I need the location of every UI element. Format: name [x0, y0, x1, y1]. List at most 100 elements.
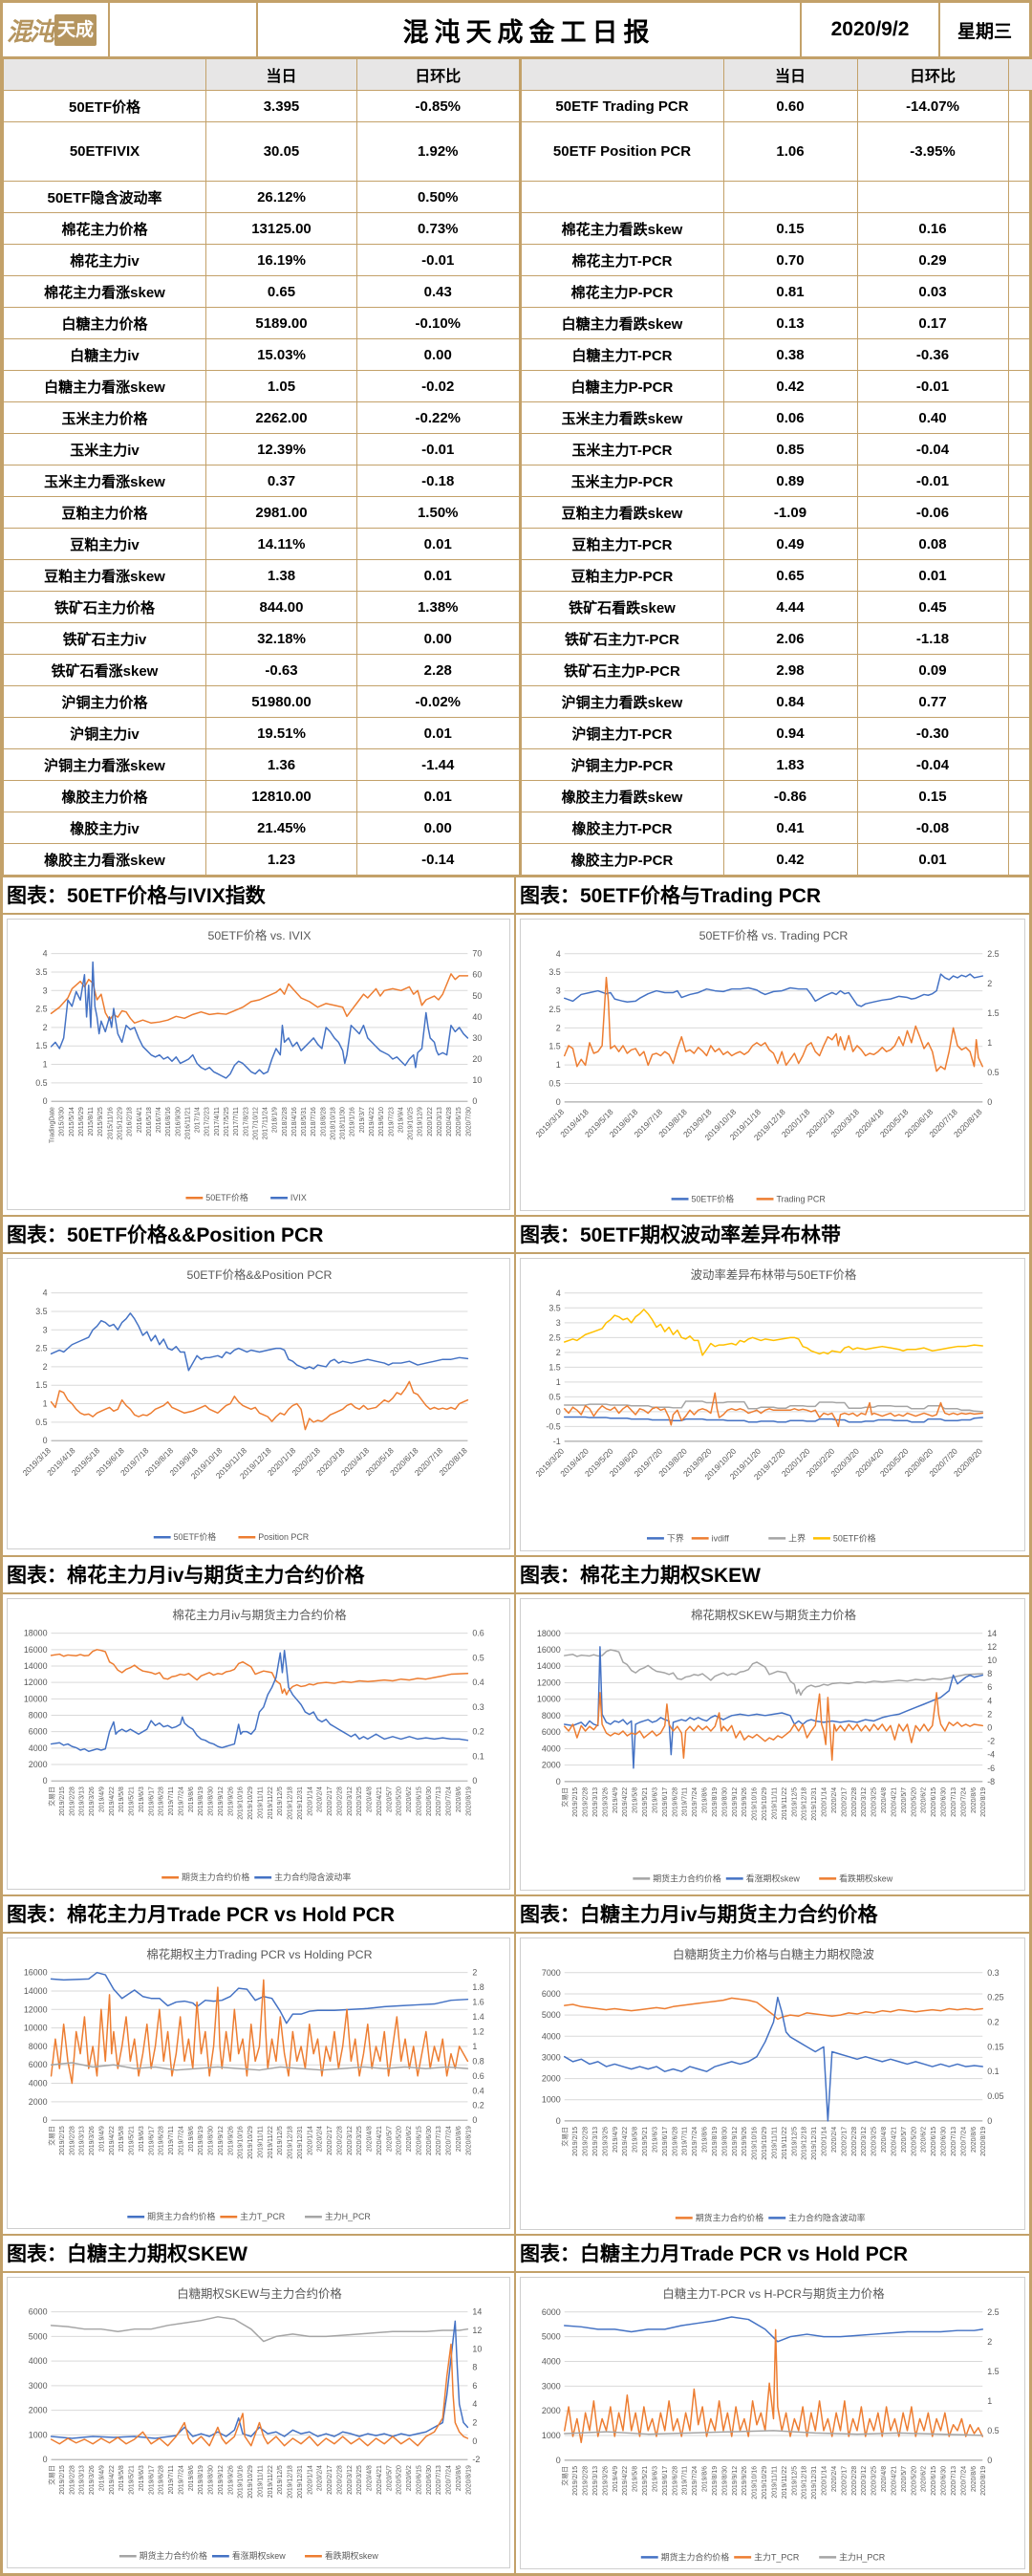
row-label: 豆粕主力看涨skew: [4, 560, 206, 592]
cell-today: 12.39%: [206, 434, 357, 465]
x-axis-tick: 2019/6/17: [662, 2466, 669, 2496]
left-axis-tick: 3: [556, 1318, 561, 1328]
right-axis-tick: 0: [472, 1096, 477, 1106]
x-axis-tick: 2019/9/12: [218, 1786, 225, 1816]
x-axis-tick: 2019/3/13: [79, 2465, 86, 2495]
left-axis-tick: 0: [43, 1436, 48, 1445]
row-label: 沪铜主力看涨skew: [4, 749, 206, 781]
legend-label: 期货主力合约价格: [661, 2551, 730, 2562]
section-header-etf-tpcr: 图表：50ETF价格与Trading PCR: [516, 877, 1029, 913]
cell-dod: -0.14: [357, 844, 520, 876]
right-axis-tick: 0.05: [987, 2091, 1003, 2101]
x-axis-tick: 2019/3/26: [89, 1786, 96, 1816]
cell-today: 15.03%: [206, 339, 357, 371]
x-axis-tick: 2019/4/22: [109, 1786, 116, 1816]
cell-dod: 0.01: [357, 781, 520, 812]
x-axis-tick: 2019/9/26: [742, 2466, 748, 2496]
series-期货主力合约价格: [52, 2317, 468, 2342]
chart-title: 棉花期权SKEW与期货主力价格: [691, 1607, 857, 1621]
x-axis-tick: 2020/7/13: [436, 1786, 442, 1816]
left-axis-tick: 4000: [542, 2357, 561, 2367]
left-axis-tick: 1: [43, 1060, 48, 1070]
right-axis-tick: 0.5: [987, 2426, 999, 2435]
chart-svg: 白糖主力T-PCR vs H-PCR与期货主力价格010002000300040…: [521, 2278, 1024, 2568]
x-axis-tick: 2020/7/13: [951, 2127, 957, 2156]
x-axis-tick: 2019/6/3: [139, 2126, 145, 2152]
x-axis-tick: 2019/6/28: [672, 2466, 678, 2496]
series-期货主力合约价格: [565, 2317, 983, 2342]
x-axis-tick: 2019/7/24: [178, 2465, 184, 2495]
series-50ETF价格: [52, 974, 468, 1023]
row-label: 棉花主力看跌skew: [521, 213, 723, 245]
x-axis-tick: 2020/6/2: [921, 2466, 928, 2492]
x-axis-tick: 2019/3/13: [592, 1786, 599, 1816]
x-axis-tick: 2019/8/30: [721, 2466, 728, 2496]
cell-dod: -1.18: [857, 623, 1008, 655]
x-axis-tick: 2019/10/29: [247, 1786, 254, 1820]
right-axis-tick: 0.5: [987, 1068, 999, 1077]
x-axis-tick: 2020/4/8: [367, 1786, 374, 1812]
x-axis-tick: 2020/2/28: [851, 2466, 858, 2496]
x-axis-tick: 2019/11/22: [782, 2466, 788, 2499]
x-axis-tick: 2019/12/18: [802, 2466, 808, 2500]
left-axis-tick: 4: [43, 949, 48, 959]
right-axis-tick: 6: [472, 2381, 477, 2391]
x-axis-tick: 2019/6/3: [652, 2466, 658, 2492]
x-axis-tick: 2019/3/26: [89, 2465, 96, 2495]
x-axis-tick: 2020/8/6: [456, 2465, 462, 2491]
x-axis-tick: 2019/11/11: [771, 1786, 778, 1819]
x-axis-tick: 2016/5/18: [146, 1107, 153, 1136]
section-header-etf-position-pcr: 图表：50ETF价格&&Position PCR: [3, 1217, 516, 1252]
right-axis-tick: 0.6: [472, 2071, 484, 2081]
right-axis-tick: -2: [987, 1736, 995, 1745]
left-axis-tick: 4000: [29, 2356, 48, 2366]
right-axis-tick: 60: [472, 970, 482, 980]
x-axis-tick: 2019/12/18: [802, 2127, 808, 2160]
left-axis-tick: 6000: [542, 2307, 561, 2317]
row-label: 白糖主力P-PCR: [521, 371, 723, 402]
x-axis-tick: 2015/8/11: [88, 1107, 95, 1136]
cell-today: 1.05: [206, 371, 357, 402]
cell-blank: [1008, 844, 1032, 876]
x-axis-tick: 2019/6/17: [662, 2127, 669, 2156]
cell-today: 2.06: [723, 623, 857, 655]
x-axis-tick: 2020/4/21: [376, 2465, 383, 2495]
x-axis-tick: 2019/4/9: [613, 2466, 619, 2492]
x-axis-tick: 2019/10/29: [762, 2466, 768, 2500]
x-axis-tick: 2019/11/11: [257, 2126, 264, 2158]
row-label: 玉米主力看跌skew: [521, 402, 723, 434]
cell-today: 2262.00: [206, 402, 357, 434]
chart-title: 白糖期权SKEW与主力合约价格: [177, 2286, 342, 2301]
left-axis-tick: 6000: [29, 2060, 48, 2069]
right-axis-tick: 0.4: [472, 1678, 484, 1687]
logo-seal-icon: 天成: [54, 14, 97, 46]
left-table-corner: [4, 59, 206, 91]
cell-dod: -14.07%: [857, 91, 1008, 122]
cell-blank: [1008, 749, 1032, 781]
right-axis-tick: -4: [987, 1749, 995, 1759]
right-axis-tick: 0: [472, 2115, 477, 2125]
right-axis-tick: 1: [472, 2042, 477, 2051]
header-spacer: [110, 3, 258, 56]
row-label: 玉米主力iv: [4, 434, 206, 465]
x-axis-tick: 2019/4/22: [369, 1107, 376, 1136]
right-axis-tick: 40: [472, 1012, 482, 1022]
x-axis-tick: 2019/4/22: [109, 2126, 116, 2155]
x-axis-tick: 2019/12/5: [791, 2127, 798, 2156]
cell-today: 1.36: [206, 749, 357, 781]
cell-today: 2981.00: [206, 497, 357, 529]
x-axis-tick: 2019/9/12: [732, 2127, 739, 2156]
row-label: 50ETFIVIX: [4, 122, 206, 182]
right-axis-tick: 0: [472, 1776, 477, 1786]
x-axis-tick: 2020/7/24: [446, 2465, 453, 2495]
right-axis-tick: 0.3: [987, 1968, 999, 1978]
